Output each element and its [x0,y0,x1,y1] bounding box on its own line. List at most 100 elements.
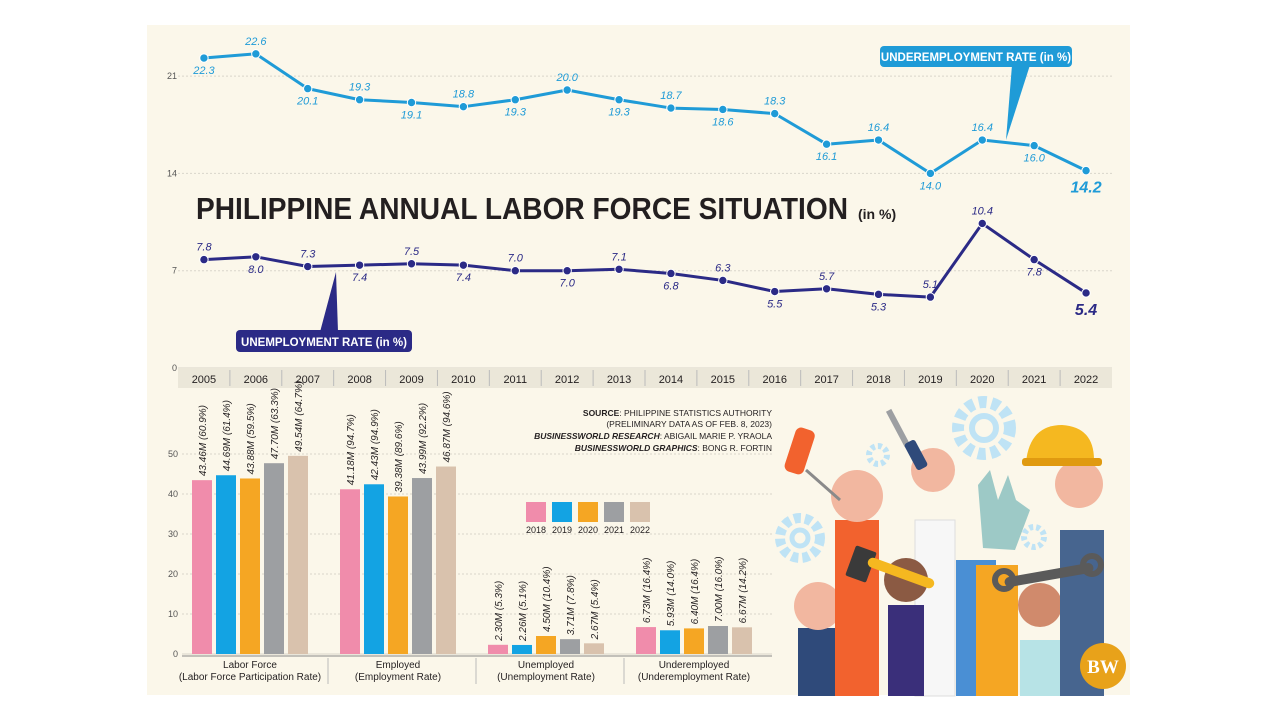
legend-label: 2021 [604,525,624,535]
underemployment-data-label: 16.4 [972,122,993,134]
x-tick-label: 2020 [970,374,994,386]
category-label: Employed [376,660,420,671]
bar-chart-legend: 2018 2019 2020 2021 2022 [526,502,650,535]
unemployment-point [458,260,469,270]
bar-value-label: 47.70M (63.3%) [270,388,281,459]
bar-2019 [512,644,532,654]
x-tick-label: 2008 [347,374,371,386]
underemployment-point [458,101,469,112]
bar-value-label: 7.00M (16.0%) [714,556,725,622]
unemployment-point [873,289,884,300]
gear-icon [1021,524,1047,550]
underemployment-point [251,49,261,59]
underemployment-data-label: 14.2 [1070,180,1101,197]
bar-2022 [732,627,752,654]
underemployment-series-label: UNDEREMPLOYMENT RATE (in %) [881,52,1071,64]
bar-y-tick-label: 50 [168,449,178,459]
category-sublabel: (Unemployment Rate) [497,672,595,683]
source-line-3: BUSINESSWORLD RESEARCH: ABIGAIL MARIE P.… [534,431,772,441]
arm-navy [798,628,838,696]
underemployment-point [614,95,624,105]
underemployment-data-label: 19.1 [401,110,422,122]
unemployment-data-label: 5.3 [871,301,887,313]
unemployment-data-label: 5.5 [767,299,783,311]
bar-value-label: 3.71M (7.8%) [566,575,577,635]
unemployment-point [1081,288,1091,298]
unemployment-point [562,266,572,276]
unemployment-data-label: 5.4 [1075,302,1097,319]
unemployment-point [1029,254,1039,265]
underemployment-point [718,104,728,115]
bar-2019 [216,475,236,654]
legend-swatch [526,502,546,522]
bar-value-label: 6.40M (16.4%) [690,559,701,625]
legend-label: 2020 [578,525,598,535]
underemployment-data-label: 19.3 [349,82,371,94]
bar-2020 [388,496,408,654]
unemployment-point [821,284,832,294]
unemployment-point [925,292,936,302]
unemployment-point [977,218,987,229]
unemployment-point [510,266,520,276]
hammer-icon [845,545,935,589]
bar-y-tick-label: 10 [168,609,178,619]
unemployment-point [666,268,676,279]
bar-2021 [560,639,580,654]
category-label: Labor Force [223,660,277,671]
gear-icon [866,443,890,467]
source-line-2: (PRELIMINARY DATA AS OF FEB. 8, 2023) [606,419,772,429]
category-label: Unemployed [518,660,574,671]
unemployment-data-label: 7.8 [1027,267,1043,279]
bar-value-label: 39.38M (89.6%) [394,421,405,492]
bar-value-label: 41.18M (94.7%) [346,414,357,485]
unemployment-series-label: UNEMPLOYMENT RATE (in %) [241,337,407,349]
bar-2021 [708,626,728,654]
unemployment-line [203,221,1087,299]
unemployment-data-label: 10.4 [972,205,993,217]
raised-hands-tools-illustration: BW [775,396,1126,697]
x-tick-label: 2019 [918,374,942,386]
underemployment-point [562,85,572,95]
unemployment-data-label: 7.5 [404,246,420,258]
underemployment-point [1029,140,1039,151]
underemployment-point [821,139,832,149]
bar-value-label: 49.54M (64.7%) [294,381,305,452]
bar-value-label: 43.99M (92.2%) [418,403,429,474]
x-tick-label: 2006 [244,374,268,386]
legend-label: 2022 [630,525,650,535]
bar-2018 [488,644,508,654]
bar-2018 [340,489,360,654]
bar-2021 [412,478,432,654]
underemployment-data-label: 19.3 [505,107,527,119]
underemployment-data-label: 16.1 [816,151,837,163]
underemployment-point [666,103,676,113]
source-line-4: BUSINESSWORLD GRAPHICS: BONG R. FORTIN [575,443,772,453]
bar-2019 [660,630,680,654]
chart-title-unit: (in %) [858,206,896,222]
arm-teal [1020,640,1060,696]
x-tick-label: 2010 [451,374,475,386]
hard-hat-icon [1022,425,1102,466]
unemployment-callout-box [236,330,412,352]
legend-swatch [552,502,572,522]
gear-icon [952,396,1016,460]
bar-value-label: 46.87M (94.6%) [442,391,453,462]
underemployment-callout-box [880,46,1072,67]
underemployment-data-label: 18.8 [453,89,475,101]
x-tick-label: 2014 [659,374,683,386]
bar-2019 [364,484,384,654]
unemployment-data-label: 7.0 [508,253,524,265]
legend-label: 2018 [526,525,546,535]
unemployment-data-label: 7.4 [456,272,471,284]
bar-value-label: 2.30M (5.3%) [494,581,505,642]
y-tick-label: 14 [167,168,177,178]
unemployment-data-label: 6.3 [715,262,731,274]
unemployment-callout-pointer [320,272,338,332]
bar-value-label: 6.73M (16.4%) [642,557,653,623]
chart-title: PHILIPPINE ANNUAL LABOR FORCE SITUATION [196,191,848,226]
bar-2018 [636,627,656,654]
bar-2020 [240,478,260,654]
bar-value-label: 2.67M (5.4%) [590,579,601,640]
x-tick-label: 2018 [866,374,890,386]
